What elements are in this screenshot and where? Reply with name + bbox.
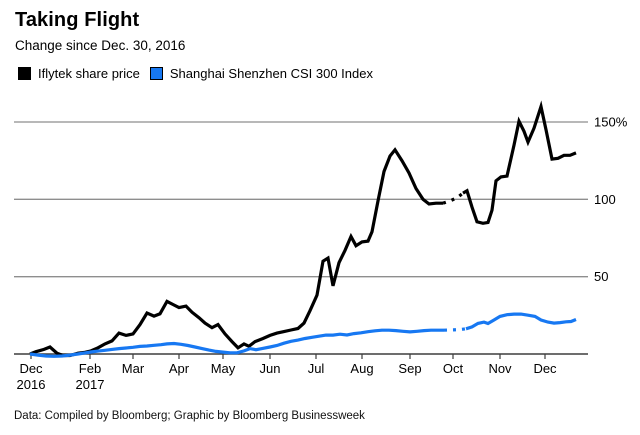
x-tick-label-Jul: Jul xyxy=(308,361,325,376)
x-tick-label-Dec: Dec xyxy=(533,361,557,376)
series-line-shanghai-shenzhen-csi-300-index-seg2 xyxy=(465,312,577,331)
y-tick-label-50: 50 xyxy=(594,269,608,284)
series-line-iflytek-share-price-seg0 xyxy=(29,147,443,358)
legend-item-csi300: Shanghai Shenzhen CSI 300 Index xyxy=(149,66,373,81)
y-tick-label-150: 150% xyxy=(594,115,628,130)
source-note: Data: Compiled by Bloomberg; Graphic by … xyxy=(14,410,365,422)
x-tick-label-2016: 2016 xyxy=(17,377,46,392)
chart-subtitle: Change since Dec. 30, 2016 xyxy=(15,38,186,53)
series-line-iflytek-share-price-seg1 xyxy=(442,191,464,205)
x-tick-label-Dec: Dec xyxy=(19,361,43,376)
x-tick-label-Oct: Oct xyxy=(443,361,464,376)
x-tick-label-May: May xyxy=(211,361,236,376)
chart-legend: Iflytek share price Shanghai Shenzhen CS… xyxy=(18,66,383,81)
series-line-iflytek-share-price-seg2 xyxy=(462,100,577,225)
x-tick-label-2017: 2017 xyxy=(76,377,105,392)
x-tick-label-Jun: Jun xyxy=(260,361,281,376)
x-tick-label-Apr: Apr xyxy=(169,361,190,376)
legend-label-csi300: Shanghai Shenzhen CSI 300 Index xyxy=(169,66,373,81)
x-tick-label-Aug: Aug xyxy=(350,361,373,376)
y-tick-label-100: 100 xyxy=(594,192,616,207)
x-tick-label-Feb: Feb xyxy=(79,361,101,376)
legend-item-iflytek: Iflytek share price xyxy=(18,66,140,81)
legend-label-iflytek: Iflytek share price xyxy=(38,66,140,81)
iflytek-swatch xyxy=(18,67,31,80)
x-tick-label-Sep: Sep xyxy=(398,361,421,376)
series-line-shanghai-shenzhen-csi-300-index-seg0 xyxy=(29,328,444,358)
series-line-shanghai-shenzhen-csi-300-index-seg1 xyxy=(443,327,467,332)
chart-header: Taking Flight Change since Dec. 30, 2016 xyxy=(15,8,185,53)
csi300-swatch xyxy=(149,67,163,80)
page-title: Taking Flight xyxy=(15,9,140,31)
x-tick-label-Nov: Nov xyxy=(488,361,512,376)
x-tick-label-Mar: Mar xyxy=(122,361,145,376)
